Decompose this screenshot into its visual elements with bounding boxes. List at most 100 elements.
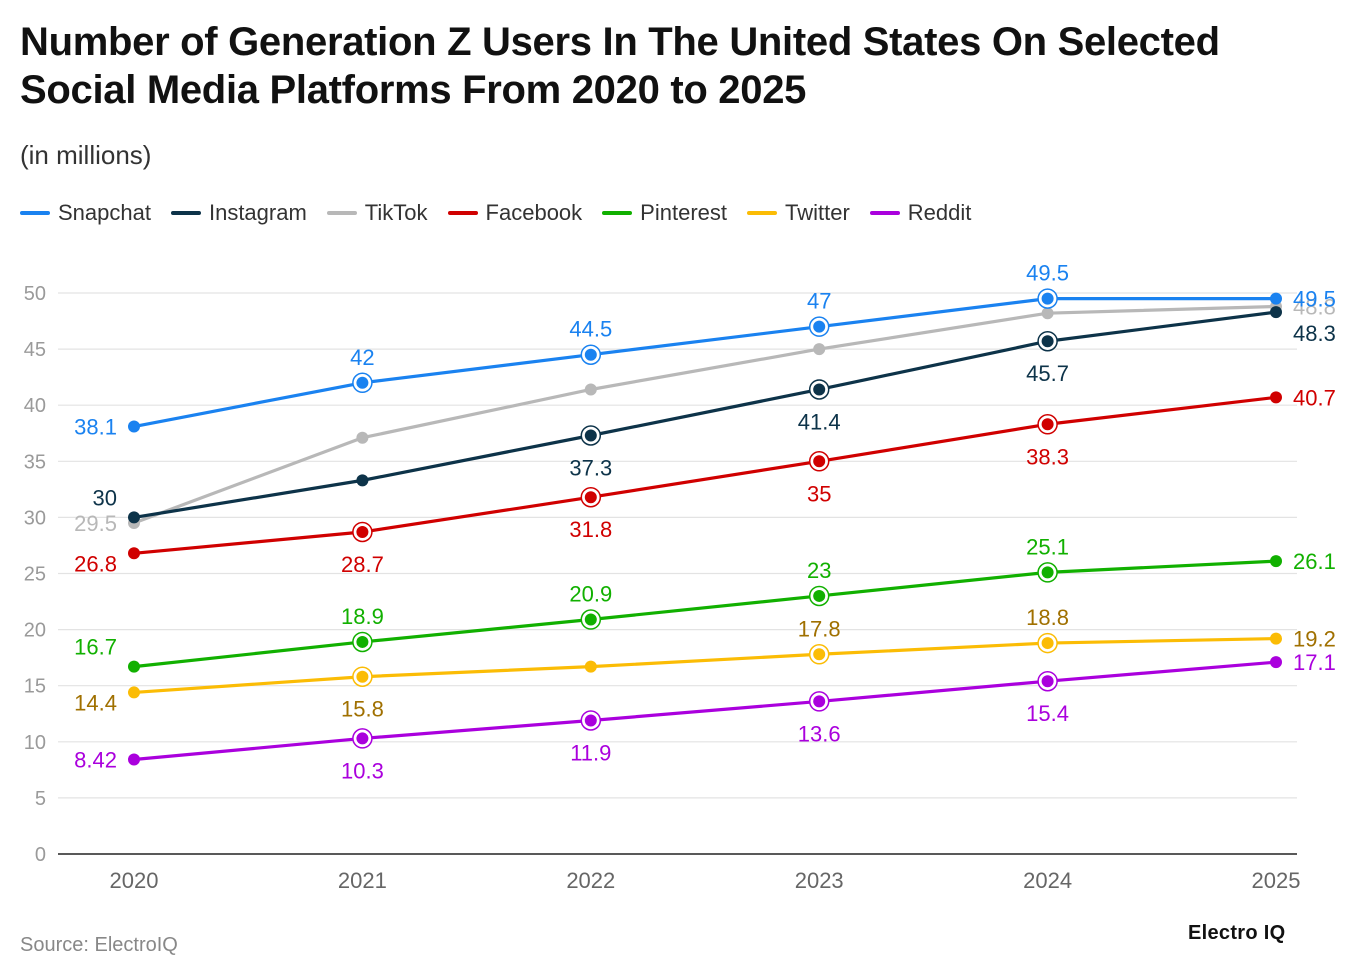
point-facebook-2023 (813, 455, 826, 468)
legend-swatch-reddit (869, 211, 900, 215)
point-reddit-2025 (1270, 656, 1282, 669)
data-label-tiktok-2020: 29.5 (74, 511, 117, 536)
point-reddit-2024 (1041, 675, 1054, 688)
legend-item-tiktok[interactable]: TikTok (326, 200, 428, 226)
point-snapchat-2024 (1041, 292, 1054, 305)
data-label-snapchat-2020: 38.1 (74, 415, 117, 440)
series-line-twitter (132, 636, 1278, 695)
legend-item-instagram[interactable]: Instagram (170, 200, 307, 226)
point-twitter-2023 (813, 648, 826, 661)
point-pinterest-2023 (813, 589, 826, 602)
brand-logo: Electro IQ (1188, 922, 1286, 944)
y-tick-label-15: 15 (24, 676, 46, 698)
legend-swatch-facebook (447, 211, 478, 215)
data-label-facebook-2025: 40.7 (1293, 385, 1336, 410)
data-label-facebook-2023: 35 (807, 481, 831, 506)
point-facebook-2025 (1270, 391, 1282, 404)
data-label-pinterest-2024: 25.1 (1026, 534, 1069, 559)
point-instagram-2024 (1041, 335, 1054, 348)
x-tick-label-2025: 2025 (1252, 868, 1301, 893)
legend-item-pinterest[interactable]: Pinterest (602, 200, 727, 226)
point-twitter-2020 (128, 686, 140, 699)
data-label-snapchat-2023: 47 (807, 289, 831, 314)
legend-swatch-pinterest (602, 211, 633, 215)
data-label-instagram-2022: 37.3 (569, 455, 612, 480)
point-snapchat-2022 (584, 348, 597, 361)
x-tick-label-2023: 2023 (795, 868, 844, 893)
source-note: Source: ElectroIQ (20, 934, 178, 956)
legend-label-facebook: Facebook (485, 200, 583, 225)
data-label-pinterest-2020: 16.7 (74, 635, 117, 660)
legend-item-twitter[interactable]: Twitter (747, 200, 850, 226)
point-instagram-2021 (356, 474, 369, 487)
legend-label-reddit: Reddit (907, 200, 972, 225)
x-tick-label-2022: 2022 (566, 868, 615, 893)
data-label-facebook-2024: 38.3 (1026, 444, 1069, 469)
data-label-twitter-2023: 17.8 (798, 616, 841, 641)
legend-swatch-instagram (170, 211, 201, 215)
point-tiktok-2023 (813, 343, 826, 356)
data-label-reddit-2024: 15.4 (1026, 701, 1069, 726)
chart-legend: Snapchat Instagram TikTok Facebook Pinte… (20, 200, 971, 226)
y-tick-label-10: 10 (24, 732, 46, 754)
point-instagram-2023 (813, 383, 826, 396)
legend-item-reddit[interactable]: Reddit (869, 200, 972, 226)
data-label-facebook-2021: 28.7 (341, 552, 384, 577)
point-snapchat-2021 (356, 376, 369, 389)
y-tick-label-45: 45 (24, 339, 46, 361)
point-twitter-2022 (584, 660, 597, 673)
data-label-snapchat-2021: 42 (350, 345, 374, 370)
data-label-twitter-2025: 19.2 (1293, 627, 1336, 652)
point-tiktok-2021 (356, 431, 369, 444)
chart-subtitle: (in millions) (20, 140, 152, 170)
data-label-pinterest-2021: 18.9 (341, 604, 384, 629)
y-tick-label-25: 25 (24, 564, 46, 586)
x-tick-label-2021: 2021 (338, 868, 387, 893)
chart-title: Number of Generation Z Users In The Unit… (20, 20, 1220, 112)
data-label-facebook-2022: 31.8 (569, 517, 612, 542)
y-tick-label-5: 5 (35, 788, 46, 810)
legend-swatch-tiktok (326, 211, 357, 215)
point-snapchat-2025 (1270, 292, 1282, 305)
data-label-instagram-2020: 30 (93, 485, 117, 510)
point-pinterest-2025 (1270, 555, 1282, 568)
series-line-reddit (132, 660, 1278, 762)
legend-label-pinterest: Pinterest (640, 200, 727, 225)
series-line-pinterest (132, 559, 1278, 669)
data-label-pinterest-2025: 26.1 (1293, 549, 1336, 574)
legend-label-twitter: Twitter (785, 200, 850, 225)
series-line-snapchat (132, 297, 1278, 429)
data-label-instagram-2024: 45.7 (1026, 361, 1069, 386)
legend-swatch-snapchat (20, 211, 50, 215)
data-label-reddit-2021: 10.3 (341, 758, 384, 783)
legend-label-instagram: Instagram (208, 200, 307, 225)
data-label-snapchat-2022: 44.5 (569, 317, 612, 342)
data-label-reddit-2023: 13.6 (798, 721, 841, 746)
point-facebook-2024 (1041, 418, 1054, 431)
data-label-pinterest-2023: 23 (807, 558, 831, 583)
point-pinterest-2024 (1041, 566, 1054, 579)
point-reddit-2022 (584, 714, 597, 727)
legend-swatch-twitter (747, 211, 777, 215)
series-line-instagram (132, 310, 1278, 520)
data-label-twitter-2020: 14.4 (74, 690, 117, 715)
point-facebook-2020 (128, 547, 140, 560)
point-instagram-2020 (128, 511, 140, 524)
series-line-tiktok (132, 304, 1278, 525)
y-tick-label-20: 20 (24, 620, 46, 642)
point-snapchat-2020 (128, 420, 140, 433)
point-tiktok-2022 (584, 383, 597, 396)
legend-label-tiktok: TikTok (364, 200, 428, 225)
point-instagram-2025 (1270, 306, 1282, 319)
data-label-reddit-2020: 8.42 (74, 748, 117, 773)
series-line-facebook (132, 395, 1278, 555)
legend-item-snapchat[interactable]: Snapchat (20, 200, 151, 226)
data-label-snapchat-2024: 49.5 (1026, 261, 1069, 286)
data-label-snapchat-2025: 49.5 (1293, 287, 1336, 312)
point-instagram-2022 (584, 429, 597, 442)
point-snapchat-2023 (813, 320, 826, 333)
data-label-facebook-2020: 26.8 (74, 551, 117, 576)
legend-item-facebook[interactable]: Facebook (447, 200, 583, 226)
y-tick-label-35: 35 (24, 451, 46, 473)
